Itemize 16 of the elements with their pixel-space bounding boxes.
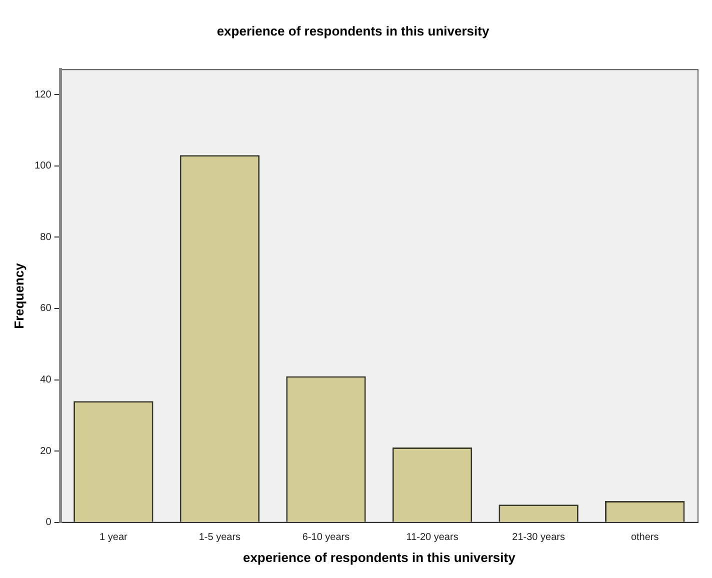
- y-tick-label: 20: [40, 446, 52, 457]
- x-tick-label: 21-30 years: [512, 532, 565, 544]
- y-tick-label: 100: [34, 160, 52, 172]
- chart-title: experience of respondents in this university: [216, 23, 490, 38]
- x-axis-title: experience of respondents in this university: [242, 550, 516, 565]
- x-tick-label: 11-20 years: [406, 532, 458, 544]
- y-tick-label: 0: [46, 517, 52, 528]
- y-tick-label: 80: [40, 232, 52, 243]
- x-tick-label: others: [630, 532, 659, 544]
- x-tick-label: 1 year: [100, 532, 128, 544]
- y-tick-label: 60: [40, 303, 52, 314]
- x-tick-label: 6-10 years: [302, 532, 350, 544]
- y-tick-label: 120: [34, 89, 52, 100]
- x-tick-label: 1-5 years: [198, 532, 241, 544]
- y-tick-label: 40: [40, 374, 52, 386]
- y-axis-title: Frequency: [11, 262, 26, 329]
